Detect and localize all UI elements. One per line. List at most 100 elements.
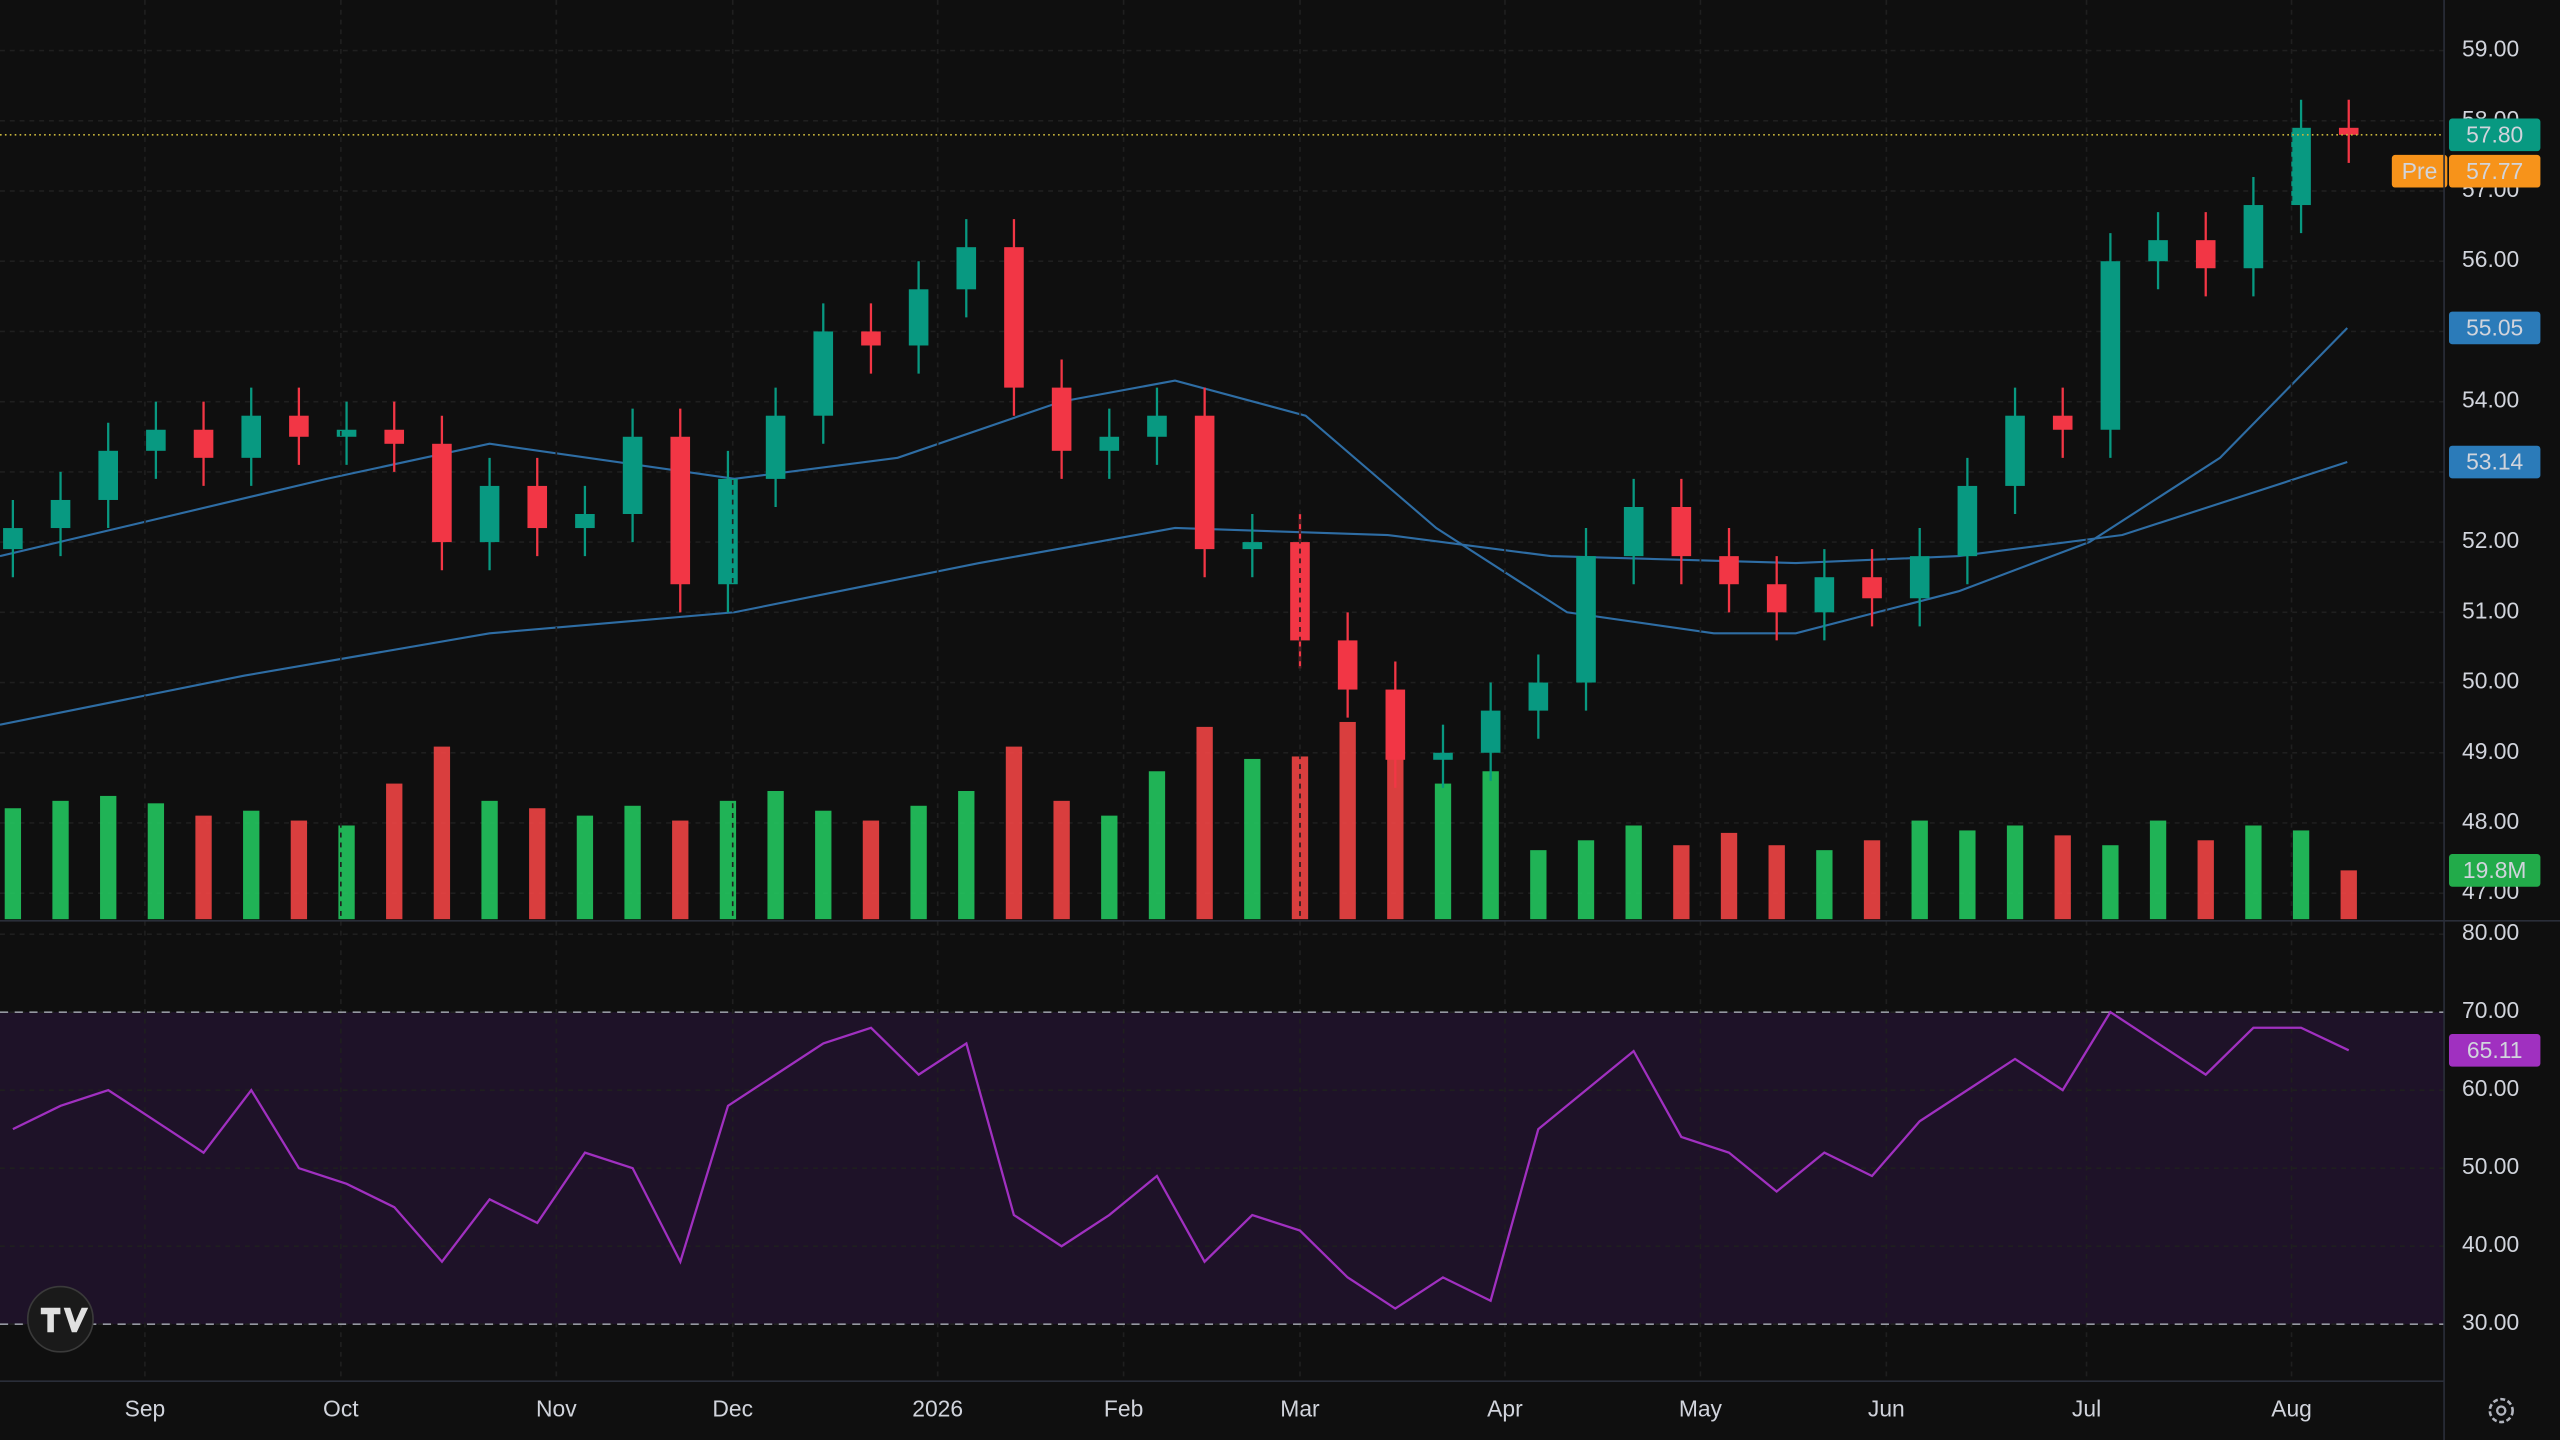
candle-body xyxy=(1051,387,1072,451)
candle-body xyxy=(765,415,786,479)
volume-bar xyxy=(2197,840,2214,920)
candle-body xyxy=(1623,506,1644,557)
moving-average-label: 53.14 xyxy=(2466,449,2523,475)
x-tick-label: Feb xyxy=(1104,1396,1143,1422)
candle-body xyxy=(1719,556,1739,585)
y-tick-label: 51.00 xyxy=(2462,597,2519,623)
candle-body xyxy=(50,499,71,529)
candle-body xyxy=(908,289,929,346)
candle-body xyxy=(1004,247,1024,388)
volume-bar xyxy=(862,820,880,920)
volume-bar xyxy=(2102,845,2119,920)
candle-body xyxy=(336,429,357,437)
logo-mark xyxy=(40,1307,89,1333)
candle-body xyxy=(2100,261,2121,430)
moving-average-line xyxy=(0,327,2349,635)
moving-average-label-box xyxy=(2448,445,2541,479)
volume-bar xyxy=(2245,825,2262,920)
candle-body xyxy=(861,331,881,346)
volume-bar xyxy=(147,803,165,920)
volume-bar xyxy=(1530,850,1547,920)
candle-body xyxy=(3,528,23,550)
candle-body xyxy=(718,478,738,585)
premarket-tag: Pre xyxy=(2402,158,2438,184)
volume-bar xyxy=(433,746,451,920)
x-tick-label: Dec xyxy=(712,1396,753,1422)
y-tick-label: 40.00 xyxy=(2462,1231,2519,1257)
rsi-label: 65.11 xyxy=(2467,1037,2522,1063)
volume-label: 19.8M xyxy=(2463,857,2527,883)
y-tick-label: 59.00 xyxy=(2462,36,2519,62)
y-tick-label: 50.00 xyxy=(2462,668,2519,694)
volume-bar xyxy=(1053,800,1070,920)
logo-circle[interactable] xyxy=(26,1285,94,1353)
candle-body xyxy=(1814,577,1835,613)
rsi-band xyxy=(0,1012,2445,1325)
volume-bar xyxy=(2149,820,2167,920)
volume-bar xyxy=(1005,746,1023,920)
candle-body xyxy=(1480,710,1501,753)
last-price-label-box xyxy=(2448,118,2541,152)
volume-bar xyxy=(1101,815,1118,920)
y-tick-label: 60.00 xyxy=(2462,1075,2519,1101)
candle-body xyxy=(98,450,119,500)
candle-body xyxy=(1766,584,1787,613)
volume-bar xyxy=(290,820,308,920)
moving-average-label-box xyxy=(2448,311,2541,345)
y-tick-label: 30.00 xyxy=(2462,1309,2519,1335)
x-tick-label: Oct xyxy=(323,1396,359,1422)
y-tick-label: 48.00 xyxy=(2462,808,2519,834)
y-tick-label: 54.00 xyxy=(2462,387,2519,413)
volume-bar xyxy=(2340,870,2357,920)
volume-bar xyxy=(243,810,260,920)
volume-bar xyxy=(672,820,689,920)
logo[interactable] xyxy=(26,1285,94,1353)
x-tick-label: Aug xyxy=(2271,1396,2312,1422)
volume-bar xyxy=(1339,721,1356,920)
candle-body xyxy=(1385,689,1406,760)
candle-body xyxy=(622,436,643,515)
volume-bar xyxy=(100,795,117,920)
x-tick-label: Sep xyxy=(125,1396,166,1422)
volume-bar xyxy=(2006,825,2024,920)
candle-body xyxy=(2148,240,2168,262)
candle-body xyxy=(2005,415,2025,486)
volume-bar xyxy=(529,808,546,920)
x-tick-label: May xyxy=(1679,1396,1723,1422)
y-tick-label: 49.00 xyxy=(2462,738,2519,764)
x-tick-label: Apr xyxy=(1487,1396,1523,1422)
moving-average-label: 55.05 xyxy=(2466,315,2523,341)
candle-body xyxy=(956,247,977,290)
candle-body xyxy=(1433,752,1453,760)
candle-body xyxy=(575,514,595,529)
candle-body xyxy=(384,429,405,444)
premarket-price-label: 57.77 xyxy=(2466,158,2523,184)
volume-bar xyxy=(576,815,594,920)
candle-body xyxy=(193,429,214,458)
candle-body xyxy=(146,429,166,451)
volume-bar xyxy=(767,790,784,920)
rsi-label-box xyxy=(2448,1033,2541,1067)
candle-body xyxy=(1528,682,1549,711)
candle-body xyxy=(1957,485,1978,557)
volume-bar xyxy=(195,815,212,920)
candle-body xyxy=(432,443,452,543)
volume-bar xyxy=(1863,840,1881,920)
candle-body xyxy=(1099,436,1120,451)
x-tick-label: Mar xyxy=(1280,1396,1320,1422)
volume-bar xyxy=(4,808,22,920)
settings-gear[interactable] xyxy=(2488,1397,2514,1424)
volume-bar xyxy=(1768,845,1785,920)
y-tick-label: 70.00 xyxy=(2462,997,2519,1023)
candle-body xyxy=(1147,415,1167,437)
volume-bar xyxy=(1244,758,1261,920)
candle-body xyxy=(1576,556,1596,683)
candle-body xyxy=(1671,506,1692,557)
volume-bar xyxy=(1816,850,1833,920)
volume-bar xyxy=(1673,845,1690,920)
x-tick-label: 2026 xyxy=(912,1396,963,1422)
settings-button[interactable] xyxy=(2488,1397,2514,1424)
premarket-tag-box xyxy=(2391,154,2448,188)
